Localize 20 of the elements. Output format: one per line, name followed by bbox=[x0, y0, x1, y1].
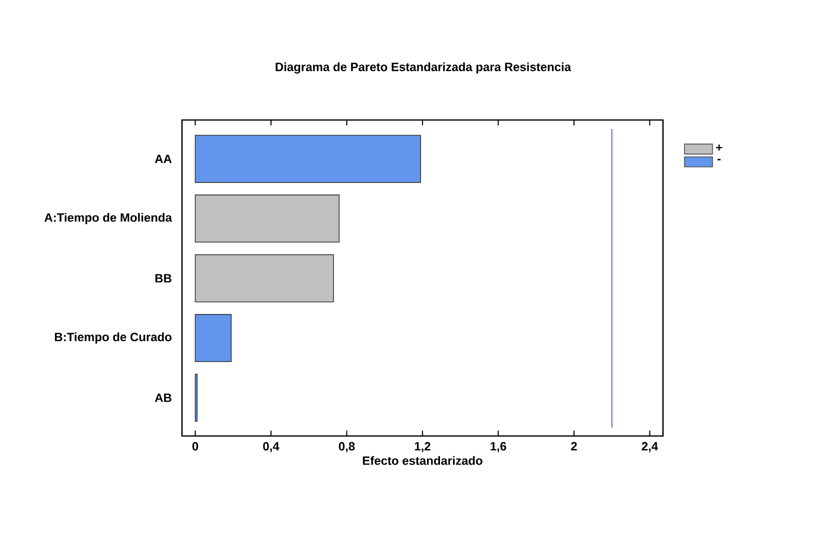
legend-label: - bbox=[718, 158, 721, 160]
y-tick-label: BB bbox=[155, 274, 172, 282]
bar bbox=[194, 134, 422, 183]
x-axis-title: Efecto estandarizado bbox=[362, 456, 482, 465]
y-tick-label: A:Tiempo de Molienda bbox=[44, 212, 172, 224]
chart-title: Diagrama de Pareto Estandarizada para Resistencia bbox=[276, 62, 572, 74]
x-tick-label: 0,4 bbox=[263, 442, 280, 452]
y-tick-label: AB bbox=[154, 394, 172, 402]
y-tick-label: AA bbox=[154, 154, 172, 163]
x-tick-label: 0,8 bbox=[338, 442, 355, 452]
bar bbox=[194, 194, 340, 243]
y-tick-label: B:Tiempo de Curado bbox=[54, 332, 172, 344]
x-tick-label: 2,4 bbox=[642, 442, 658, 452]
x-tick-label: 1,6 bbox=[490, 442, 506, 452]
x-tick-label: 2 bbox=[571, 442, 577, 450]
legend-label: + bbox=[716, 144, 722, 151]
bar bbox=[194, 314, 232, 362]
x-tick-label: 0 bbox=[192, 442, 198, 451]
x-tick-label: 1,2 bbox=[414, 442, 430, 452]
bar bbox=[194, 254, 334, 302]
